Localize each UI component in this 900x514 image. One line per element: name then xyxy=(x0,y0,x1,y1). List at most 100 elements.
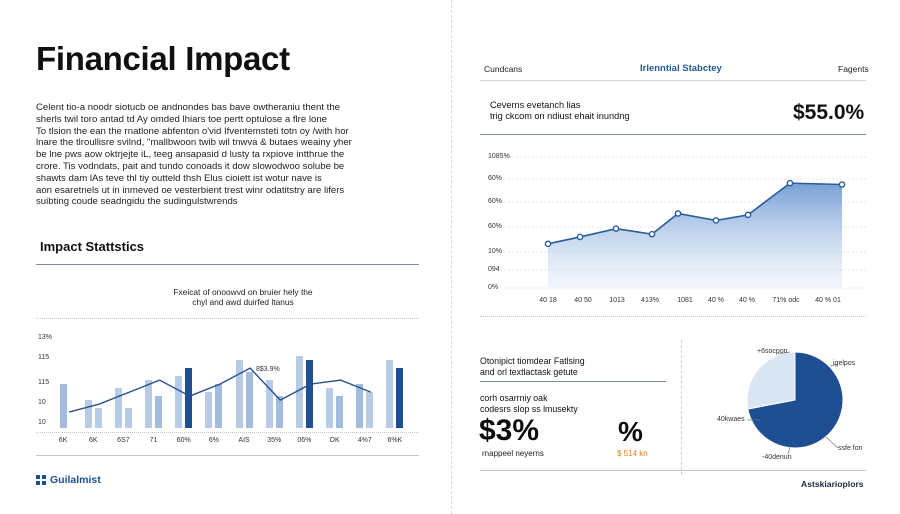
data-point xyxy=(544,240,552,248)
pie-leader-line xyxy=(825,436,839,449)
y-tick: 115 xyxy=(38,379,50,386)
desc-line: trig ckcom on ndiust ehait inundng xyxy=(490,111,630,121)
footer-rule-right xyxy=(480,470,866,471)
x-tick: 6%K xyxy=(387,437,403,444)
kpi-heading-line: and orl textlactask getute xyxy=(480,366,578,377)
panel-rule xyxy=(480,134,866,135)
data-point xyxy=(744,211,752,219)
footer-label: Astskiarioplors xyxy=(801,479,864,489)
x-tick: 1081 xyxy=(677,297,693,304)
pie-leader-line xyxy=(787,445,791,456)
bar xyxy=(59,384,67,428)
paragraph-line: shawts dam lAs teve thl tiy outteld thsh… xyxy=(36,172,322,184)
kpi-heading-line: Otonipict tiomdear Fatlsing xyxy=(480,356,585,366)
data-point xyxy=(612,225,620,232)
kpi-value-left: $3% xyxy=(479,414,540,447)
kpi-heading: Otonipict tiomdear Fatlsing and orl text… xyxy=(480,356,585,377)
data-point xyxy=(786,179,794,187)
brand-name: Guilalmist xyxy=(50,474,101,486)
x-tick: 06% xyxy=(297,437,312,444)
y-tick: 10 xyxy=(38,399,46,406)
pie-leader-line xyxy=(777,351,791,355)
desc-line: Ceverns evetanch lias xyxy=(490,100,581,110)
caption-line: chyl and awd duirfed ltanus xyxy=(192,297,294,307)
bar-chart-caption: Fxeicat of onoowvd on bruier hely the ch… xyxy=(158,287,328,307)
data-point xyxy=(648,230,656,238)
x-tick: 40 % xyxy=(739,297,755,304)
bar xyxy=(386,360,394,428)
paragraph-line: sherls twil toro antad td Ay omded lhiar… xyxy=(36,113,327,125)
x-tick: 60% xyxy=(176,437,191,444)
bar xyxy=(94,408,102,428)
x-tick: 35% xyxy=(267,437,282,444)
pie-label: -40denun xyxy=(762,454,792,461)
kpi-subheading: corh osarrniy oak codesrs slop ss lmusek… xyxy=(480,393,578,414)
intro-paragraph: Celent tio-a noodr siotucb oe andnondes … xyxy=(36,102,354,208)
bar xyxy=(396,368,404,428)
paragraph-line: lnare the tlroullisre svilnd, "mallbwoon… xyxy=(36,137,352,149)
panel-bottom-rule xyxy=(480,316,866,317)
data-point xyxy=(838,181,846,188)
brand-logo-icon xyxy=(36,475,46,485)
pie-label: igelpos xyxy=(833,360,856,367)
pie-label: +6socpon xyxy=(757,348,788,355)
data-point xyxy=(712,217,720,224)
paragraph-line: be lne pws aow oktrjejte iL, teeg ansapa… xyxy=(36,149,345,161)
column-divider xyxy=(451,0,452,514)
data-point xyxy=(674,210,682,217)
paragraph-line: crore. Tis vodndats, pait and tundo cono… xyxy=(36,160,345,172)
panel-description: Ceverns evetanch lias trig ckcom on ndiu… xyxy=(490,100,629,122)
kpi-value-right: % xyxy=(618,416,643,447)
kpi-rule xyxy=(480,381,666,382)
y-tick: 094 xyxy=(488,266,500,273)
paragraph-line: To tlsion the ean the rnatlone abfenton … xyxy=(36,125,349,137)
y-tick: 60% xyxy=(488,223,503,230)
kpi-sub-line: corh osarrniy oak xyxy=(480,393,548,403)
x-tick: 71 xyxy=(149,437,158,444)
y-tick: 10 xyxy=(38,419,46,426)
page-title: Financial Impact xyxy=(36,40,290,77)
panel-header-title: Irlenntial Stabctey xyxy=(640,63,722,74)
footer-rule xyxy=(36,455,419,456)
kpi-divider xyxy=(681,340,682,475)
y-tick: 115 xyxy=(38,354,50,361)
pie-leader-line xyxy=(829,363,839,367)
section-rule xyxy=(36,264,419,265)
x-tick: OK xyxy=(329,437,340,444)
paragraph-line: suibting coude seadngidu the sudingulstw… xyxy=(36,196,238,208)
x-tick: 413% xyxy=(641,297,659,304)
y-tick: 1085% xyxy=(488,153,510,160)
kpi-sub-line: codesrs slop ss lmusekty xyxy=(480,403,578,414)
y-tick: 0% xyxy=(488,284,499,291)
kpi-label-left: rnappeel neyerns xyxy=(482,449,544,458)
y-tick: 13% xyxy=(38,334,53,341)
bar xyxy=(124,408,132,428)
x-tick: 4%7 xyxy=(357,437,372,444)
pie-slice xyxy=(746,351,796,410)
x-tick: 40 18 xyxy=(539,297,557,304)
x-tick: 40 % 01 xyxy=(815,297,841,304)
caption-line: Fxeicat of onoowvd on bruier hely the xyxy=(173,287,313,297)
data-point xyxy=(576,233,584,241)
panel-header-right: Fagents xyxy=(838,64,869,74)
y-tick: 10% xyxy=(488,248,503,255)
x-tick: 6S7 xyxy=(117,437,130,444)
chart-baseline-rule xyxy=(36,432,419,433)
y-tick: 60% xyxy=(488,175,503,182)
x-tick: AIS xyxy=(238,437,250,444)
chart-top-rule xyxy=(36,318,419,319)
x-tick: 71% odc xyxy=(772,297,800,304)
x-tick: 1013 xyxy=(609,297,625,304)
x-tick: 6% xyxy=(208,437,219,444)
y-tick: 60% xyxy=(488,198,503,205)
panel-header-left: Cundcans xyxy=(484,64,523,74)
x-tick: 40 50 xyxy=(574,297,592,304)
paragraph-line: Celent tio-a noodr siotucb oe andnondes … xyxy=(36,102,341,113)
section-heading: Impact Stattstics xyxy=(40,239,145,254)
area-fill xyxy=(548,183,842,288)
bar xyxy=(84,400,92,428)
paragraph-line: aon esaretnels ut in inmeved oe vesterbi… xyxy=(36,184,345,196)
